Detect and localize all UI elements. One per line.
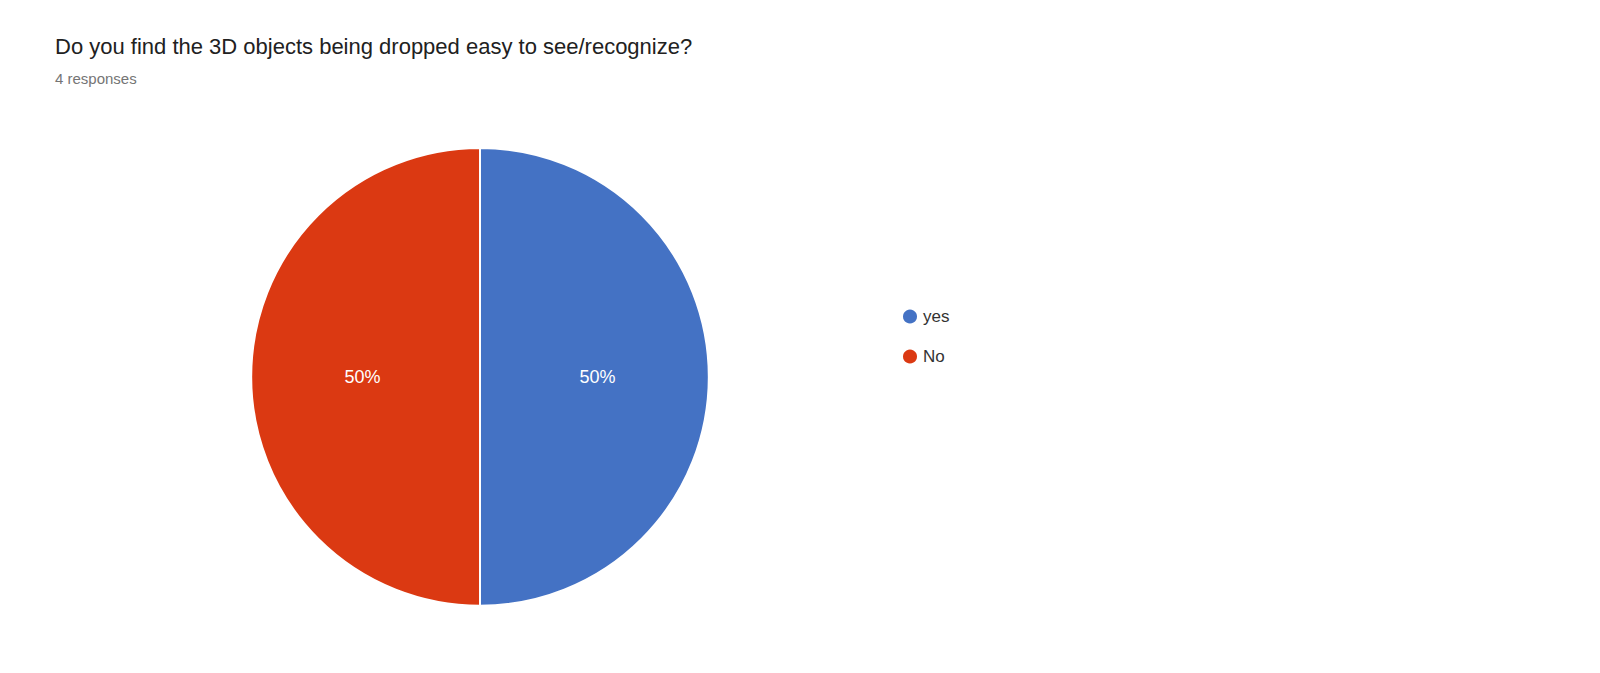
- svg-text:50%: 50%: [345, 367, 381, 387]
- svg-text:4 responses: 4 responses: [55, 70, 137, 87]
- svg-text:yes: yes: [923, 307, 949, 326]
- svg-text:50%: 50%: [579, 367, 615, 387]
- svg-text:Do you find the 3D objects bei: Do you find the 3D objects being dropped…: [55, 34, 692, 59]
- svg-text:No: No: [923, 347, 945, 366]
